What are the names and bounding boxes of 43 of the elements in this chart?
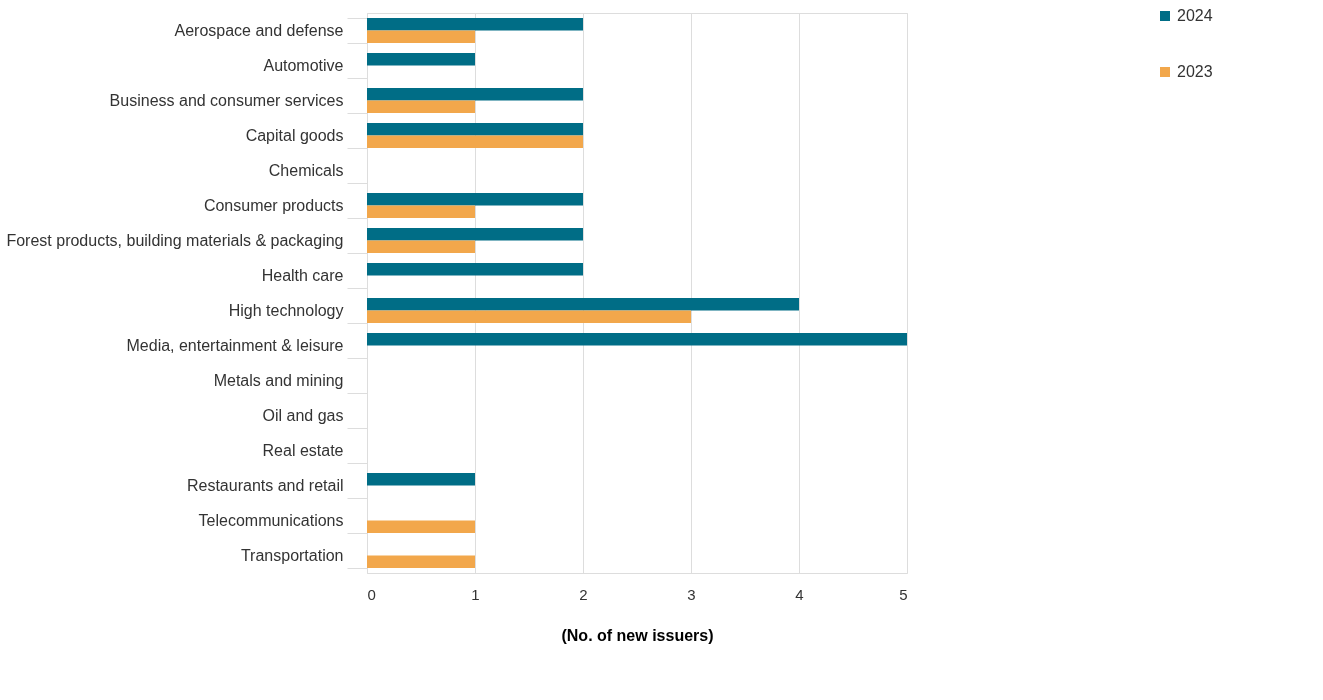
bar — [367, 17, 583, 31]
bar — [367, 240, 475, 254]
bar — [367, 332, 907, 346]
legend-label: 2024 — [1177, 7, 1213, 24]
y-tick-label: Aerospace and defense — [174, 22, 344, 39]
bar — [367, 310, 691, 324]
y-tick-label: Media, entertainment & leisure — [126, 337, 344, 354]
bar — [367, 192, 583, 206]
bar — [367, 227, 583, 241]
y-tick-label: Forest products, building materials & packaging — [6, 232, 344, 249]
x-tick-label: 5 — [899, 585, 908, 603]
bar — [367, 122, 583, 136]
y-tick-label: Real estate — [262, 442, 344, 459]
x-tick-label: 2 — [579, 585, 588, 603]
x-tick-label: 3 — [687, 585, 696, 603]
bar — [367, 205, 475, 219]
y-tick-label: Telecommunications — [198, 512, 344, 529]
bar — [367, 262, 583, 276]
y-tick-label: Restaurants and retail — [186, 477, 344, 494]
y-tick-label: Business and consumer services — [109, 92, 344, 109]
bar — [367, 520, 475, 534]
y-tick-label: Consumer products — [203, 197, 344, 214]
bar — [367, 297, 799, 311]
x-tick-label: 4 — [795, 585, 804, 603]
y-tick-label: Capital goods — [245, 127, 344, 144]
y-tick-label: Metals and mining — [213, 372, 344, 389]
y-tick-label: Automotive — [263, 57, 344, 74]
y-tick-label: Oil and gas — [262, 407, 344, 424]
bar — [367, 100, 475, 114]
bar — [367, 87, 583, 101]
legend-label: 2023 — [1177, 63, 1213, 80]
y-tick-label: Chemicals — [268, 162, 344, 179]
x-tick-label: 0 — [367, 585, 376, 603]
bar — [367, 472, 475, 486]
x-tick-label: 1 — [471, 585, 480, 603]
y-tick-label: High technology — [228, 302, 344, 319]
bar — [367, 52, 475, 66]
x-axis-title: (No. of new issuers) — [561, 626, 714, 644]
y-tick-label: Transportation — [240, 547, 344, 564]
bar — [367, 555, 475, 569]
bar — [367, 30, 475, 44]
bar — [367, 135, 583, 149]
y-tick-label: Health care — [261, 267, 344, 284]
